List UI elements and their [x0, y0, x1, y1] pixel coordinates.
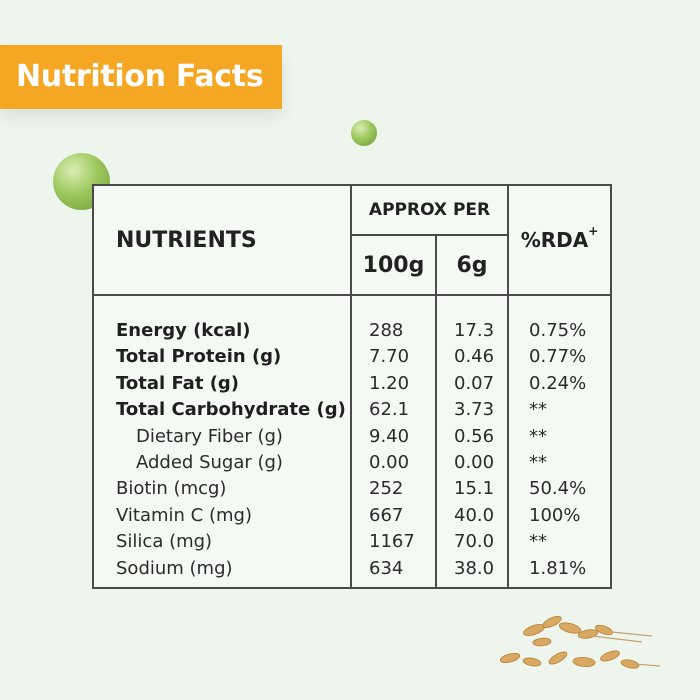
value-per-6g: 0.56: [454, 425, 495, 447]
nutrient-name: Total Fat (g): [116, 372, 240, 394]
nutrient-names-column: Energy (kcal) Total Protein (g) Total Fat …: [92, 294, 352, 589]
value-rda: **: [529, 399, 548, 421]
header-nutrients: NUTRIENTS: [92, 184, 352, 296]
value-rda: 0.24%: [529, 372, 587, 394]
value-per-100g: 7.70: [369, 346, 410, 368]
value-rda: 100%: [529, 504, 581, 526]
nutrition-facts-banner: Nutrition Facts: [0, 45, 282, 109]
oat-grain-icon: [542, 616, 562, 628]
value-per-6g: 38.0: [454, 557, 495, 579]
oat-grain-icon: [548, 651, 568, 665]
oat-grain-icon: [522, 657, 542, 667]
oat-grain-icon: [600, 650, 620, 662]
oat-grain-icon: [523, 623, 545, 637]
nutrient-name: Sodium (mg): [116, 557, 233, 579]
value-per-6g: 17.3: [454, 320, 495, 341]
value-rda: **: [529, 425, 548, 447]
header-100g: 100g: [350, 234, 437, 296]
nutrient-name: Added Sugar (g): [136, 451, 283, 473]
value-per-100g: 62.1: [369, 399, 410, 421]
nutrient-name: Biotin (mcg): [116, 478, 227, 500]
nutrient-name: Silica (mg): [116, 531, 213, 553]
per-100g-column: 288 7.70 1.20 62.1 9.40 0.00 252 667 1167 634: [350, 294, 437, 589]
header-approx-per: APPROX PER: [349, 184, 510, 236]
value-per-100g: 252: [369, 478, 404, 500]
value-per-6g: 70.0: [454, 531, 495, 553]
nutrient-name: Total Protein (g): [116, 346, 282, 368]
banner-title: Nutrition Facts: [16, 59, 264, 94]
value-per-6g: 0.07: [454, 372, 495, 394]
value-per-100g: 1167: [369, 531, 415, 553]
value-rda: 1.81%: [529, 557, 587, 579]
header-6g: 6g: [434, 234, 510, 296]
value-per-6g: 15.1: [454, 478, 495, 500]
nutrition-table: NUTRIENTS APPROX PER %RDA+ 100g 6g Energ…: [92, 184, 613, 589]
value-per-100g: 1.20: [369, 372, 410, 394]
rda-column: 0.75% 0.77% 0.24% ** ** ** 50.4% 100% ** 1.81%: [507, 294, 613, 589]
value-per-100g: 634: [369, 557, 404, 579]
header-rda-label: %RDA: [520, 228, 589, 252]
value-per-100g: 667: [369, 504, 404, 526]
per-6g-column: 17.3 0.46 0.07 3.73 0.56 0.00 15.1 40.0 70.0 38.0: [434, 294, 510, 589]
oat-grain-icon: [595, 624, 613, 636]
nutrient-name: Dietary Fiber (g): [136, 425, 283, 447]
rda-footnote-mark: +: [588, 224, 599, 239]
value-per-6g: 40.0: [454, 504, 495, 526]
value-per-6g: 0.46: [454, 346, 495, 368]
oat-grain-icon: [532, 637, 552, 647]
value-per-100g: 9.40: [369, 425, 410, 447]
value-per-6g: 3.73: [454, 399, 495, 421]
oat-grains-decoration: [499, 616, 661, 669]
oat-grain-icon: [499, 652, 521, 664]
value-rda: **: [529, 451, 548, 473]
oat-grain-icon: [572, 657, 596, 667]
header-rda: %RDA+: [507, 184, 613, 296]
value-rda: 0.75%: [529, 320, 587, 341]
value-rda: 50.4%: [529, 478, 587, 500]
oat-grain-icon: [620, 659, 640, 669]
green-pea-icon: [351, 120, 377, 146]
nutrient-name: Total Carbohydrate (g): [116, 399, 346, 421]
value-rda: 0.77%: [529, 346, 587, 368]
oat-grain-icon: [558, 622, 582, 634]
value-per-100g: 0.00: [369, 451, 410, 473]
value-per-6g: 0.00: [454, 451, 495, 473]
value-rda: **: [529, 531, 548, 553]
nutrient-name: Vitamin C (mg): [116, 504, 252, 526]
nutrient-name: Energy (kcal): [116, 320, 251, 341]
value-per-100g: 288: [369, 320, 404, 341]
